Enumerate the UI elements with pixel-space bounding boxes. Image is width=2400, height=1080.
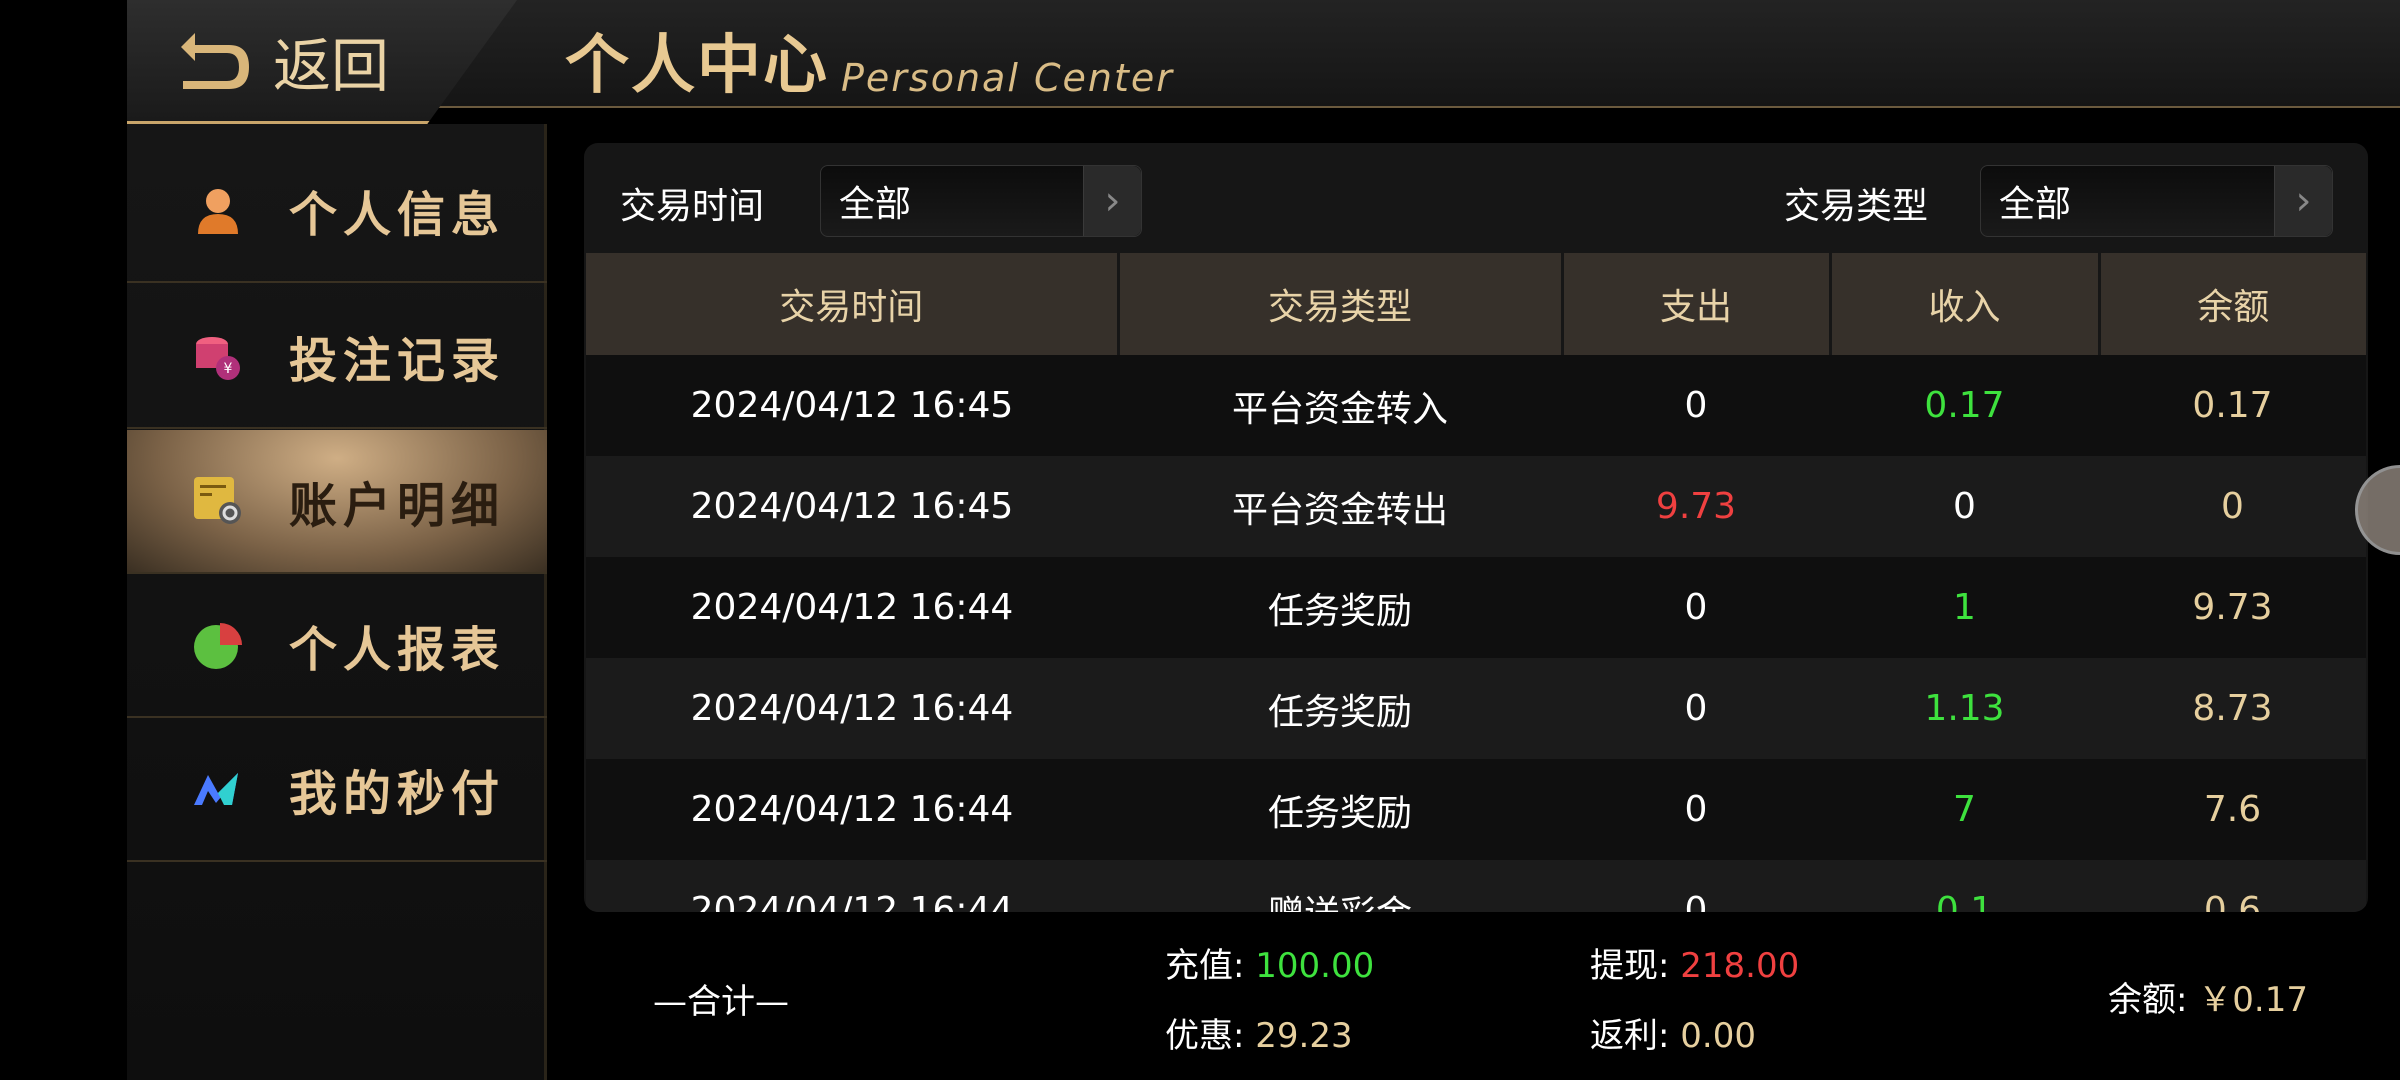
sidebar-item-label: 我的秒付 [289,766,506,822]
time-filter-value: 全部 [839,184,912,225]
discount-label: 优惠: [1165,1016,1245,1056]
chevron-right-icon[interactable]: › [2274,166,2332,236]
sidebar-item-label: 个人信息 [289,187,506,243]
column-header-type: 交易类型 [1118,253,1564,355]
summary-rebate: 返利: 0.00 [1590,1008,1756,1057]
cell-income: 0.1 [1830,860,2099,912]
cell-type: 任务奖励 [1118,557,1562,658]
cell-expense: 0 [1562,759,1830,860]
sidebar-item-label: 账户明细 [289,478,506,534]
cell-expense: 0 [1562,658,1830,759]
column-header-income: 收入 [1830,253,2101,355]
type-filter-select[interactable]: 全部 › [1980,165,2333,237]
column-header-expense: 支出 [1562,253,1832,355]
coins-icon: ¥ [196,337,240,380]
balance-value: ￥0.17 [2198,980,2308,1020]
time-filter-select[interactable]: 全部 › [820,165,1142,237]
cell-expense: 0 [1562,557,1830,658]
sidebar-item-personal-report[interactable]: 个人报表 [127,574,547,718]
sidebar-item-instant-pay[interactable]: 我的秒付 [127,718,547,862]
transactions-table: 交易时间 交易类型 支出 收入 余额 2024/04/12 16:45 平台资金转… [586,253,2366,912]
sidebar-item-label: 个人报表 [289,622,506,678]
cell-time: 2024/04/12 16:44 [586,557,1118,658]
summary-discount: 优惠: 29.23 [1165,1008,1353,1057]
recharge-value: 100.00 [1255,946,1375,986]
cell-income: 1.13 [1830,658,2099,759]
top-header [127,0,2400,108]
table-row: 2024/04/12 16:44赠送彩金00.10.6 [586,860,2366,912]
cell-type: 平台资金转出 [1118,456,1562,557]
cell-balance: 9.73 [2099,557,2366,658]
page-title-cn: 个人中心 [565,29,829,103]
cell-time: 2024/04/12 16:45 [586,355,1118,456]
withdraw-label: 提现: [1590,946,1670,986]
page-title: 个人中心 Personal Center [565,14,1174,106]
summary-recharge: 充值: 100.00 [1165,938,1374,987]
cell-income: 1 [1830,557,2099,658]
cell-type: 任务奖励 [1118,658,1562,759]
rebate-value: 0.00 [1680,1016,1756,1056]
cell-expense: 9.73 [1562,456,1830,557]
cell-type: 任务奖励 [1118,759,1562,860]
cell-expense: 0 [1562,355,1830,456]
cell-type: 平台资金转入 [1118,355,1562,456]
back-label: 返回 [273,31,390,100]
cell-income: 0 [1830,456,2099,557]
m-logo-icon [194,773,238,805]
column-header-balance: 余额 [2099,253,2366,355]
summary-footer: —合计— 充值: 100.00 优惠: 29.23 提现: 218.00 返利:… [547,912,2400,1080]
cell-income: 7 [1830,759,2099,860]
cell-income: 0.17 [1830,355,2099,456]
user-icon [198,189,238,234]
sidebar: 个人信息 ¥ 投注记录 账户明细 个人报表 我的秒付 [127,124,547,1080]
cell-type: 赠送彩金 [1118,860,1562,912]
table-header-row: 交易时间 交易类型 支出 收入 余额 [586,253,2366,355]
back-arrow-icon [181,32,249,89]
sidebar-item-personal-info[interactable]: 个人信息 [127,139,547,283]
table-row: 2024/04/12 16:44 任务奖励 0 1.13 8.73 [586,658,2366,759]
cell-time: 2024/04/12 16:44 [586,658,1118,759]
chevron-right-icon[interactable]: › [1083,166,1141,236]
cell-balance: 0.6 [2099,860,2366,912]
cell-balance: 8.73 [2099,658,2366,759]
discount-value: 29.23 [1255,1016,1353,1056]
table-row: 2024/04/12 16:44 任务奖励 0 1 9.73 [586,557,2366,658]
withdraw-value: 218.00 [1680,946,1800,986]
time-filter-label: 交易时间 [620,186,765,227]
balance-label: 余额: [2108,980,2188,1020]
sidebar-item-bet-records[interactable]: ¥ 投注记录 [127,285,547,429]
type-filter-value: 全部 [1999,184,2072,225]
svg-text:¥: ¥ [224,361,233,377]
cell-expense: 0 [1562,860,1830,912]
summary-balance: 余额: ￥0.17 [2108,972,2308,1021]
cell-balance: 0.17 [2099,355,2366,456]
summary-withdraw: 提现: 218.00 [1590,938,1799,987]
cell-time: 2024/04/12 16:44 [586,860,1118,912]
cell-balance: 0 [2099,456,2366,557]
table-row: 2024/04/12 16:45 平台资金转入 0 0.17 0.17 [586,355,2366,456]
cell-time: 2024/04/12 16:44 [586,759,1118,860]
cell-time: 2024/04/12 16:45 [586,456,1118,557]
account-details-panel: 交易时间 全部 › 交易类型 全部 › 交易时间 交易类型 支出 收入 余额 2… [584,143,2368,912]
recharge-label: 充值: [1165,946,1245,986]
sidebar-item-account-details[interactable]: 账户明细 [127,430,547,574]
pie-chart-icon [194,623,242,669]
type-filter-label: 交易类型 [1784,186,1929,227]
summary-title: —合计— [653,982,789,1022]
cell-balance: 7.6 [2099,759,2366,860]
column-header-time: 交易时间 [586,253,1120,355]
page-title-en: Personal Center [841,56,1174,100]
table-row: 2024/04/12 16:45 平台资金转出 9.73 0 0 [586,456,2366,557]
table-row: 2024/04/12 16:44 任务奖励 0 7 7.6 [586,759,2366,860]
document-search-icon [194,477,241,524]
sidebar-item-label: 投注记录 [289,333,506,389]
rebate-label: 返利: [1590,1016,1670,1056]
